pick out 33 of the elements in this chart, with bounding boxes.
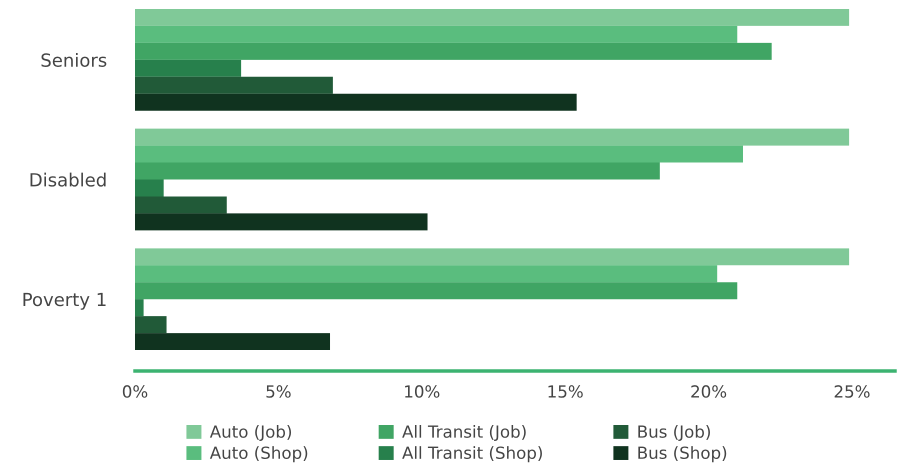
bar [135,180,164,196]
x-tick-label: 15% [548,385,583,398]
bar [135,196,227,214]
legend-label: All Transit (Job) [402,425,526,442]
x-tick-label: 25% [834,385,870,398]
x-tick-label: 20% [691,385,726,398]
x-tick-label: 0% [122,385,148,398]
legend-label: Bus (Job) [638,425,710,442]
bar [135,265,718,282]
bar [135,128,850,146]
legend-label: Bus (Shop) [638,446,726,462]
bar [135,42,772,60]
bar [135,8,850,26]
bar [135,76,333,94]
y-tick-label: Poverty 1 [24,292,106,310]
bar [135,248,850,266]
legend-label: Auto (Job) [210,425,292,442]
bar [135,94,577,111]
x-tick-label: 5% [266,385,291,398]
y-tick-label: Seniors [42,52,106,67]
bar [135,333,330,350]
y-tick-label: Disabled [30,172,106,187]
bar [135,60,242,77]
bar [135,299,144,316]
bar [135,146,743,163]
legend-label: Auto (Shop) [210,446,308,462]
bar [135,162,660,180]
bar [135,316,167,334]
bar [135,282,738,300]
bar [135,26,738,43]
x-tick-label: 10% [405,385,440,398]
bar [135,213,428,230]
legend-label: All Transit (Shop) [402,446,542,462]
